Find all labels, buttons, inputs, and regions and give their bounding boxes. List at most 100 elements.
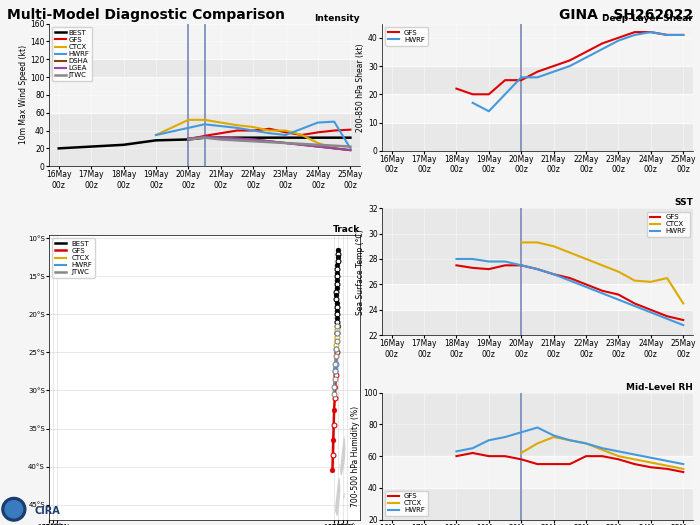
Y-axis label: 200-850 hPa Shear (kt): 200-850 hPa Shear (kt) <box>356 43 365 132</box>
Polygon shape <box>343 493 344 499</box>
GFS <box>647 464 655 470</box>
HWRF <box>679 32 687 38</box>
HWRF <box>566 277 574 284</box>
JTWC <box>233 137 242 143</box>
Bar <box>382 24 693 66</box>
HWRF <box>533 424 542 430</box>
HWRF <box>265 130 274 136</box>
GFS <box>550 271 558 277</box>
GFS <box>216 130 225 136</box>
Line: HWRF: HWRF <box>456 259 683 325</box>
GFS <box>500 77 509 83</box>
GFS <box>663 466 671 472</box>
HWRF <box>679 322 687 328</box>
GFS <box>582 49 590 55</box>
BEST <box>119 142 127 148</box>
HWRF <box>517 74 526 80</box>
HWRF <box>566 63 574 69</box>
Legend: BEST, GFS, CTCX, HWRF, DSHA, LGEA, JTWC: BEST, GFS, CTCX, HWRF, DSHA, LGEA, JTWC <box>52 27 92 81</box>
HWRF <box>484 108 493 114</box>
JTWC <box>184 136 192 143</box>
JTWC <box>314 142 322 148</box>
HWRF <box>298 125 306 132</box>
HWRF <box>330 119 338 125</box>
CTCX <box>314 140 322 146</box>
Line: HWRF: HWRF <box>156 122 351 149</box>
CTCX <box>566 249 574 256</box>
HWRF <box>582 55 590 61</box>
DSHA <box>233 135 242 142</box>
Line: CTCX: CTCX <box>522 243 683 303</box>
DSHA <box>265 138 274 144</box>
HWRF <box>615 448 623 455</box>
HWRF <box>484 437 493 444</box>
GFS <box>550 461 558 467</box>
GFS <box>679 317 687 323</box>
HWRF <box>647 29 655 35</box>
HWRF <box>281 132 290 138</box>
Polygon shape <box>340 436 345 476</box>
Legend: GFS, HWRF: GFS, HWRF <box>386 27 428 46</box>
GFS <box>200 133 209 139</box>
LGEA <box>298 142 306 148</box>
HWRF <box>631 32 639 38</box>
LGEA <box>314 143 322 150</box>
HWRF <box>500 258 509 265</box>
HWRF <box>550 271 558 277</box>
HWRF <box>314 119 322 125</box>
Line: BEST: BEST <box>59 138 351 149</box>
GFS <box>647 29 655 35</box>
CTCX <box>679 300 687 307</box>
GFS <box>298 132 306 138</box>
CTCX <box>631 456 639 463</box>
HWRF <box>582 284 590 290</box>
Line: CTCX: CTCX <box>156 120 351 150</box>
Legend: BEST, GFS, CTCX, HWRF, JTWC: BEST, GFS, CTCX, HWRF, JTWC <box>52 238 95 278</box>
LGEA <box>216 134 225 141</box>
GFS <box>484 266 493 272</box>
HWRF <box>647 309 655 316</box>
GFS <box>663 313 671 319</box>
HWRF <box>598 290 606 297</box>
Line: HWRF: HWRF <box>473 32 683 111</box>
Line: GFS: GFS <box>456 265 683 320</box>
CTCX <box>647 459 655 466</box>
CTCX <box>533 440 542 447</box>
CTCX <box>663 463 671 469</box>
HWRF <box>517 262 526 268</box>
GFS <box>615 291 623 298</box>
GFS <box>582 453 590 459</box>
HWRF <box>152 132 160 138</box>
GFS <box>484 453 493 459</box>
CTCX <box>346 147 355 153</box>
CTCX <box>566 437 574 444</box>
CTCX <box>615 269 623 275</box>
LGEA <box>233 135 242 142</box>
DSHA <box>330 145 338 152</box>
DSHA <box>184 135 192 142</box>
Line: CTCX: CTCX <box>522 437 683 469</box>
Line: HWRF: HWRF <box>456 427 683 464</box>
GFS <box>533 461 542 467</box>
JTWC <box>346 143 355 150</box>
JTWC <box>298 141 306 147</box>
GFS <box>233 128 242 134</box>
HWRF <box>184 125 192 131</box>
GFS <box>647 307 655 313</box>
CTCX <box>517 239 526 246</box>
GFS <box>566 461 574 467</box>
GFS <box>452 86 461 92</box>
Legend: GFS, CTCX, HWRF: GFS, CTCX, HWRF <box>647 212 690 237</box>
BEST <box>87 143 95 150</box>
CTCX <box>330 145 338 152</box>
GFS <box>281 129 290 135</box>
GFS <box>615 35 623 41</box>
JTWC <box>216 136 225 143</box>
HWRF <box>216 123 225 129</box>
Text: Mid-Level RH: Mid-Level RH <box>626 383 693 392</box>
HWRF <box>533 266 542 272</box>
GFS <box>468 450 477 456</box>
HWRF <box>200 121 209 128</box>
GFS <box>679 32 687 38</box>
HWRF <box>346 145 355 152</box>
